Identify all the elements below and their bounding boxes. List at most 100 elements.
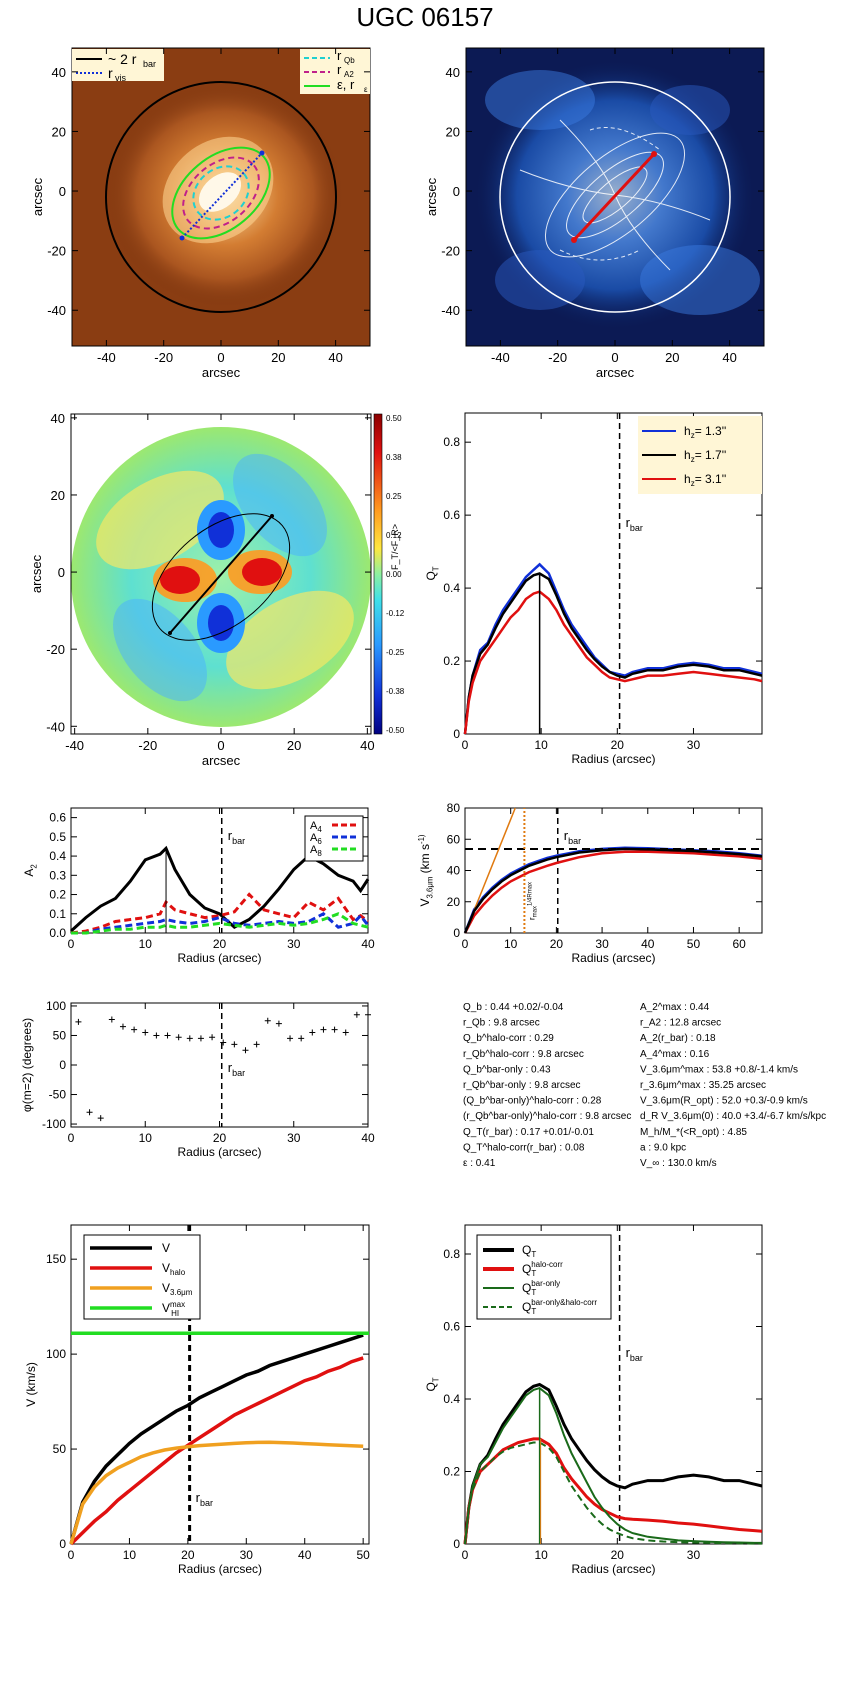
colorbar-tick-label: 0.12 bbox=[386, 531, 402, 540]
data-point bbox=[231, 1041, 238, 1048]
x-tick-label: -40 bbox=[65, 738, 84, 753]
series-q-t-bar-only-halo-corr bbox=[464, 1441, 762, 1545]
x-tick-label: 10 bbox=[534, 1548, 548, 1562]
x-tick-label: 20 bbox=[550, 937, 564, 951]
series-h-z-1-3- bbox=[463, 562, 763, 735]
x-tick-label: 0 bbox=[217, 738, 224, 753]
y-tick-label: 0 bbox=[59, 1058, 66, 1072]
plot-frame bbox=[464, 1224, 763, 1545]
x-tick-label: 40 bbox=[361, 1131, 375, 1145]
x-tick-label: 0 bbox=[68, 1131, 75, 1145]
data-point bbox=[86, 1109, 93, 1116]
stat-left-row: ε : 0.41 bbox=[463, 1158, 496, 1169]
colorbar-tick-label: -0.25 bbox=[386, 648, 405, 657]
data-point bbox=[242, 1047, 249, 1054]
x-tick-label: -40 bbox=[491, 350, 510, 365]
rbar-label: rbar bbox=[626, 1345, 643, 1363]
colorbar bbox=[373, 413, 383, 735]
x-tick-label: 40 bbox=[298, 1548, 312, 1562]
legend-label: QTbar-only bbox=[522, 1279, 560, 1297]
stat-left-row: Q_T^halo-corr(r_bar) : 0.08 bbox=[463, 1142, 585, 1153]
stats-table: Q_b : 0.44 +0.02/-0.04 r_Qb : 9.8 arcsec Q… bbox=[463, 1002, 826, 1169]
rmax-label: rmax1/4Rmax bbox=[527, 882, 538, 920]
series-q-t-halo-corr bbox=[463, 1437, 763, 1545]
x-tick-label: 30 bbox=[240, 1548, 254, 1562]
x-tick-label: 40 bbox=[361, 937, 375, 951]
x-tick-label: 0 bbox=[611, 350, 618, 365]
stat-left-row: (Q_b^bar-only)^halo-corr : 0.28 bbox=[463, 1096, 602, 1107]
y-tick-label: 100 bbox=[46, 999, 66, 1013]
y-tick-label: 0.4 bbox=[443, 581, 460, 595]
y-tick-label: -100 bbox=[42, 1117, 66, 1131]
stat-right-row: V_3.6μm^max : 53.8 +0.8/-1.4 km/s bbox=[640, 1064, 798, 1075]
data-point bbox=[197, 1035, 204, 1042]
y-tick-label: 20 bbox=[52, 124, 66, 139]
y-tick-label: 20 bbox=[446, 124, 460, 139]
data-point bbox=[220, 1039, 227, 1046]
series-a-4 bbox=[70, 892, 369, 935]
stat-right-row: V_∞ : 130.0 km/s bbox=[640, 1158, 717, 1169]
y-axis-label: arcsec bbox=[424, 177, 439, 216]
stat-right-row: A_2(r_bar) : 0.18 bbox=[640, 1033, 716, 1044]
x-tick-label: 40 bbox=[360, 738, 374, 753]
data-point bbox=[287, 1035, 294, 1042]
y-axis-label: arcsec bbox=[30, 177, 45, 216]
legend-label: A8 bbox=[310, 844, 322, 858]
x-tick-label: -20 bbox=[138, 738, 157, 753]
plot-frame bbox=[70, 1002, 369, 1128]
series-a-2 bbox=[69, 845, 370, 933]
legend-label: Vhalo bbox=[162, 1261, 186, 1277]
series-v-3-6-m-lower bbox=[463, 850, 763, 934]
x-tick-label: 30 bbox=[687, 1548, 701, 1562]
stat-right-row: M_h/M_*(<R_opt) : 4.85 bbox=[640, 1127, 747, 1138]
svg-text:vis: vis bbox=[115, 73, 126, 83]
y-tick-label: -20 bbox=[47, 244, 66, 259]
force-field-panel: F_T/<F_R> bbox=[70, 413, 400, 735]
x-axis-label: arcsec bbox=[596, 365, 635, 380]
data-point bbox=[253, 1041, 260, 1048]
x-tick-label: 20 bbox=[287, 738, 301, 753]
series-h-z-3-1- bbox=[463, 590, 763, 735]
stat-left-row: Q_T(r_bar) : 0.17 +0.01/-0.01 bbox=[463, 1127, 594, 1138]
data-point bbox=[342, 1029, 349, 1036]
colorbar-tick-label: 0.00 bbox=[386, 570, 402, 579]
series-v-3-6-m bbox=[69, 1440, 364, 1545]
y-tick-label: -40 bbox=[441, 303, 460, 318]
data-point bbox=[320, 1026, 327, 1033]
colorbar-tick-label: 0.50 bbox=[386, 414, 402, 423]
x-tick-label: 10 bbox=[139, 1131, 153, 1145]
x-tick-label: 20 bbox=[213, 937, 227, 951]
chart-phase-profile: 0 10 20 30 40 100 50 0 -50 -100 Radius (arcsec) φ(m… bbox=[20, 999, 375, 1159]
x-tick-label: 40 bbox=[641, 937, 655, 951]
x-axis-label: Radius (arcsec) bbox=[178, 1562, 262, 1576]
colorbar-label: F_T/<F_R> bbox=[390, 524, 400, 570]
x-tick-label: 10 bbox=[534, 738, 548, 752]
svg-text:~ 2 r: ~ 2 r bbox=[108, 51, 137, 67]
x-tick-label: 20 bbox=[213, 1131, 227, 1145]
stat-right-row: d_R V_3.6μm(0) : 40.0 +3.4/-6.7 km/s/kpc bbox=[640, 1111, 826, 1122]
data-point bbox=[275, 1020, 282, 1027]
stat-left-row: Q_b^bar-only : 0.43 bbox=[463, 1064, 551, 1075]
y-tick-label: 0.6 bbox=[443, 508, 460, 522]
y-tick-label: 60 bbox=[447, 832, 461, 846]
stat-right-row: a : 9.0 kpc bbox=[640, 1142, 686, 1153]
data-point bbox=[365, 1011, 371, 1018]
ellipse-rqb bbox=[192, 165, 250, 221]
x-tick-label: 10 bbox=[504, 937, 518, 951]
stat-left-row: r_Qb^bar-only : 9.8 arcsec bbox=[463, 1080, 581, 1091]
y-tick-label: 20 bbox=[447, 895, 461, 909]
x-tick-label: 0 bbox=[462, 937, 469, 951]
y-tick-label: 0 bbox=[453, 1537, 460, 1551]
page-title: UGC 06157 bbox=[356, 2, 494, 32]
data-point bbox=[209, 1034, 216, 1041]
colorbar-tick-label: -0.12 bbox=[386, 609, 405, 618]
legend-label: V bbox=[162, 1241, 170, 1255]
y-tick-label: 0.4 bbox=[443, 1392, 460, 1406]
series-q-t bbox=[463, 1382, 763, 1545]
svg-text:Qb: Qb bbox=[344, 56, 355, 65]
chart-rotation-curve: 0 10 20 30 40 50 0 50 100 150 Radius (arcsec) V (km… bbox=[24, 1224, 370, 1576]
x-tick-label: 50 bbox=[687, 937, 701, 951]
data-point bbox=[186, 1035, 193, 1042]
